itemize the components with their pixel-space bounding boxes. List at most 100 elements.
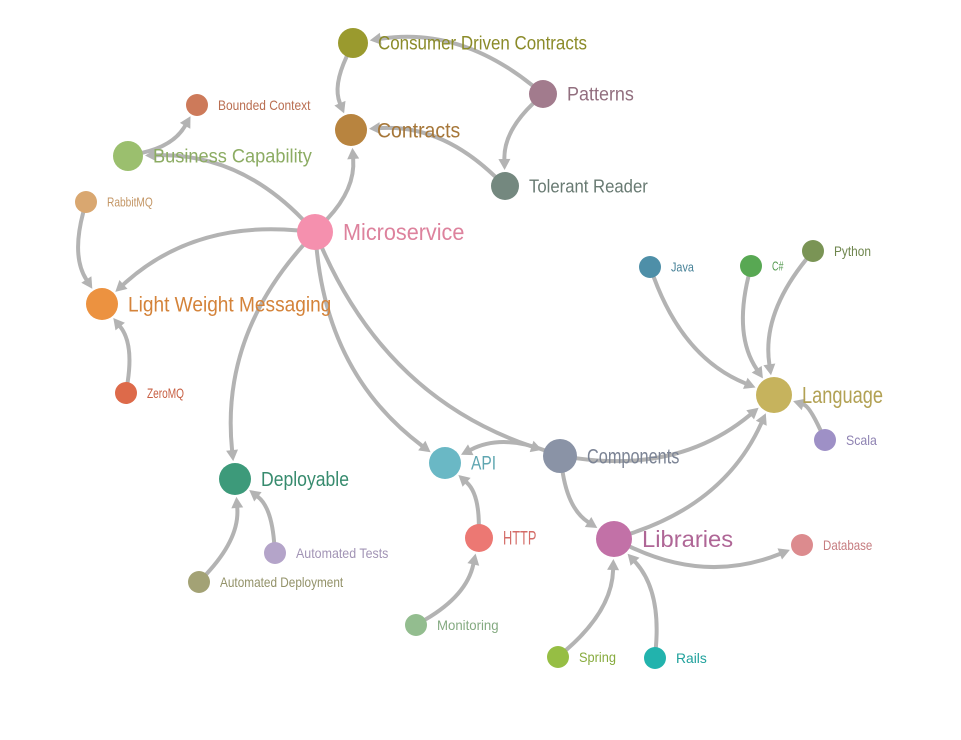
node-circle[interactable] [335, 114, 367, 146]
node-circle[interactable] [596, 521, 632, 557]
node-label: RabbitMQ [107, 195, 153, 210]
node-rabbitmq[interactable]: RabbitMQ [75, 191, 153, 213]
node-circle[interactable] [297, 214, 333, 250]
edge-patterns-to-tolerant_reader [498, 101, 535, 170]
edge-line [633, 559, 659, 650]
node-circle[interactable] [644, 647, 666, 669]
node-language[interactable]: Language [756, 377, 883, 413]
node-label: Database [823, 537, 872, 553]
edge-line [140, 123, 188, 155]
edge-arrowhead [249, 490, 262, 502]
edge-line [76, 210, 89, 282]
node-circle[interactable] [465, 524, 493, 552]
edge-arrowhead [458, 475, 471, 487]
node-circle[interactable] [791, 534, 813, 556]
node-deployable[interactable]: Deployable [219, 463, 349, 495]
edge-arrowhead [467, 553, 480, 566]
node-label: Business Capability [153, 147, 312, 168]
node-spring[interactable]: Spring [547, 646, 616, 668]
edge-arrowhead [369, 122, 381, 135]
node-circle[interactable] [75, 191, 97, 213]
node-microservice[interactable]: Microservice [297, 214, 464, 250]
node-bounded-context[interactable]: Bounded Context [186, 94, 310, 116]
edge-line [153, 153, 305, 222]
node-label: API [471, 454, 496, 475]
node-circle[interactable] [219, 463, 251, 495]
edge-tolerant_reader-to-contracts [369, 122, 497, 179]
node-patterns[interactable]: Patterns [529, 80, 634, 108]
edge-arrowhead [584, 517, 598, 528]
node-rails[interactable]: Rails [644, 647, 707, 669]
edge-http-to-api [458, 475, 481, 527]
node-business-capability[interactable]: Business Capability [113, 141, 312, 171]
node-automated-tests[interactable]: Automated Tests [264, 542, 388, 564]
edge-arrowhead [627, 553, 640, 566]
node-components[interactable]: Components [543, 439, 679, 473]
edge-consumer_driven_contracts-to-contracts [334, 54, 349, 114]
edge-arrowhead [115, 280, 128, 292]
edge-line [335, 54, 349, 106]
node-database[interactable]: Database [791, 534, 872, 556]
node-circle[interactable] [115, 382, 137, 404]
node-circle[interactable] [186, 94, 208, 116]
node-tolerant-reader[interactable]: Tolerant Reader [491, 172, 648, 200]
edge-libraries-to-database [628, 544, 790, 570]
edge-line [314, 247, 424, 448]
node-http[interactable]: HTTP [465, 524, 536, 552]
node-circle[interactable] [547, 646, 569, 668]
edge-automated_tests-to-deployable [249, 490, 277, 545]
node-label: Java [671, 260, 695, 275]
node-circle[interactable] [814, 429, 836, 451]
edge-arrowhead [179, 116, 191, 129]
edge-microservice-to-components [320, 246, 542, 453]
node-contracts[interactable]: Contracts [335, 114, 460, 146]
edge-line [204, 505, 240, 576]
node-zeromq[interactable]: ZeroMQ [115, 382, 184, 404]
edge-python-to-language [763, 257, 809, 376]
node-automated-deployment[interactable]: Automated Deployment [188, 571, 343, 593]
edge-arrowhead [743, 377, 756, 389]
node-circle[interactable] [405, 614, 427, 636]
edge-rails-to-libraries [627, 553, 659, 650]
edge-arrowhead [777, 548, 790, 560]
edge-components-to-language [574, 407, 759, 464]
node-circle[interactable] [491, 172, 519, 200]
node-circle[interactable] [740, 255, 762, 277]
node-label: Deployable [261, 469, 349, 491]
node-circle[interactable] [802, 240, 824, 262]
node-circle[interactable] [429, 447, 461, 479]
node-scala[interactable]: Scala [814, 429, 877, 451]
edge-arrowhead [226, 449, 238, 462]
edge-arrowhead [231, 496, 244, 509]
edge-line [464, 480, 481, 527]
node-java[interactable]: Java [639, 256, 695, 278]
edge-components-to-libraries [560, 470, 598, 528]
node-libraries[interactable]: Libraries [596, 521, 733, 557]
node-circle[interactable] [756, 377, 792, 413]
node-circle[interactable] [86, 288, 118, 320]
node-circle[interactable] [338, 28, 368, 58]
node-python[interactable]: Python [802, 240, 871, 262]
node-circle[interactable] [113, 141, 143, 171]
edge-line [629, 421, 764, 536]
edge-patterns-to-consumer_driven_contracts [369, 32, 535, 88]
node-csharp[interactable]: C# [740, 255, 784, 277]
node-label: HTTP [503, 529, 536, 550]
node-monitoring[interactable]: Monitoring [405, 614, 499, 636]
node-light-weight-messaging[interactable]: Light Weight Messaging [86, 288, 331, 320]
node-circle[interactable] [529, 80, 557, 108]
node-api[interactable]: API [429, 447, 496, 479]
edge-line [801, 402, 823, 433]
node-circle[interactable] [188, 571, 210, 593]
edge-arrowhead [145, 149, 157, 162]
node-circle[interactable] [264, 542, 286, 564]
node-consumer-driven-contracts[interactable]: Consumer Driven Contracts [338, 28, 587, 58]
edge-arrowhead [498, 158, 511, 170]
node-label: ZeroMQ [147, 385, 184, 401]
edge-arrowhead [461, 444, 474, 456]
node-circle[interactable] [543, 439, 577, 473]
node-label: Contracts [377, 119, 460, 142]
edge-csharp-to-language [740, 274, 763, 379]
node-circle[interactable] [639, 256, 661, 278]
